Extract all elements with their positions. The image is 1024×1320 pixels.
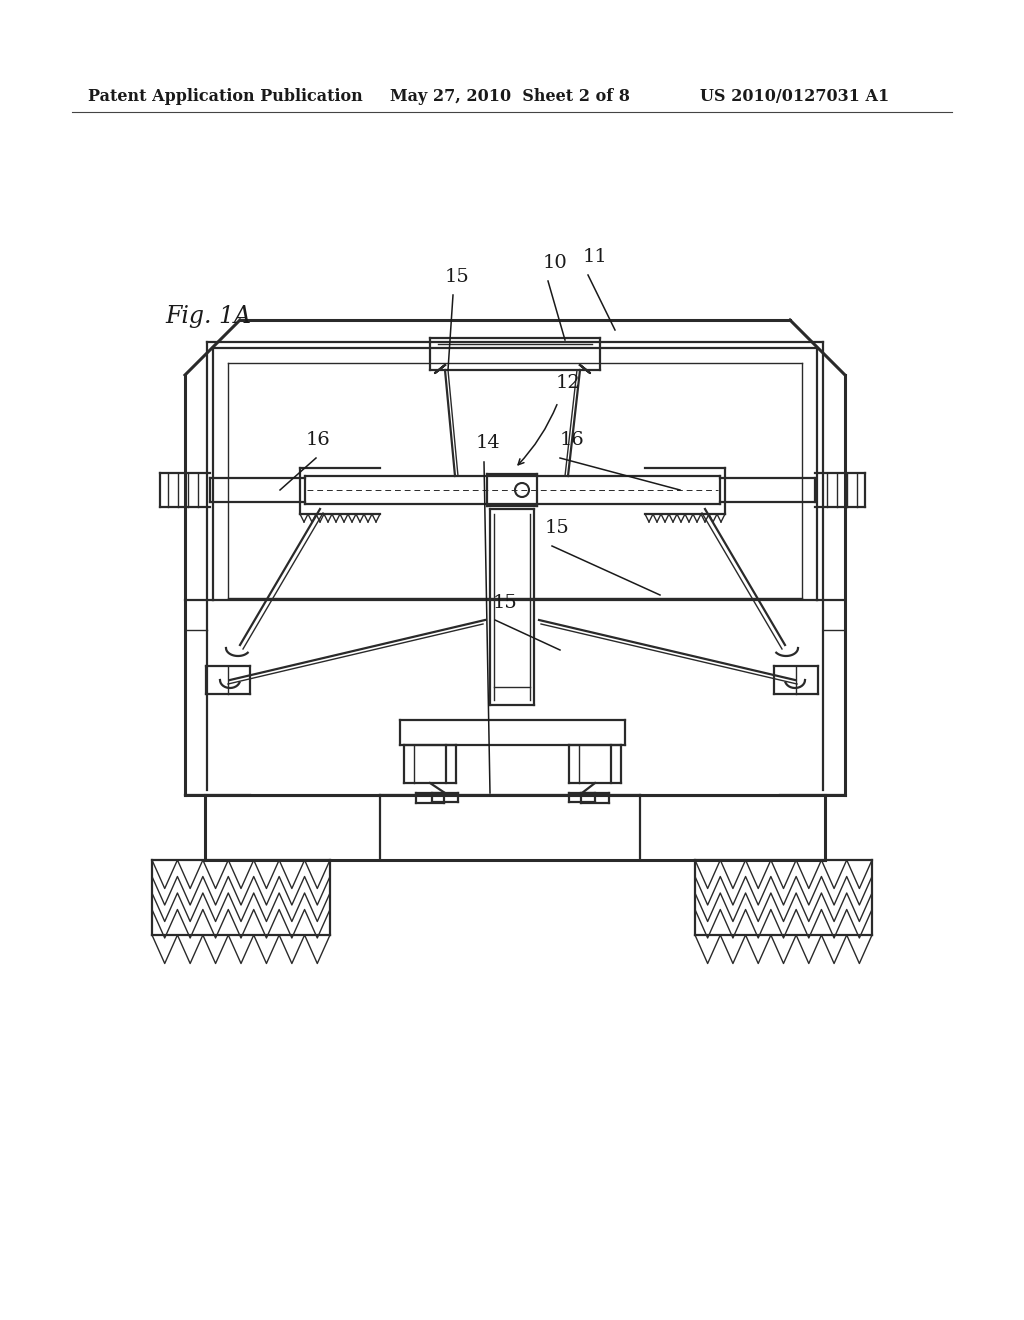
Text: 15: 15 [445, 268, 470, 286]
Text: 11: 11 [583, 248, 608, 267]
Text: 14: 14 [476, 434, 501, 451]
Text: 12: 12 [556, 374, 581, 392]
Text: US 2010/0127031 A1: US 2010/0127031 A1 [700, 88, 889, 106]
Text: 10: 10 [543, 253, 567, 272]
Text: 16: 16 [306, 432, 331, 449]
Text: Fig. 1A: Fig. 1A [165, 305, 251, 327]
Text: Patent Application Publication: Patent Application Publication [88, 88, 362, 106]
Text: 15: 15 [545, 519, 569, 537]
Text: 16: 16 [560, 432, 585, 449]
Text: May 27, 2010  Sheet 2 of 8: May 27, 2010 Sheet 2 of 8 [390, 88, 630, 106]
Text: 15: 15 [493, 594, 518, 612]
